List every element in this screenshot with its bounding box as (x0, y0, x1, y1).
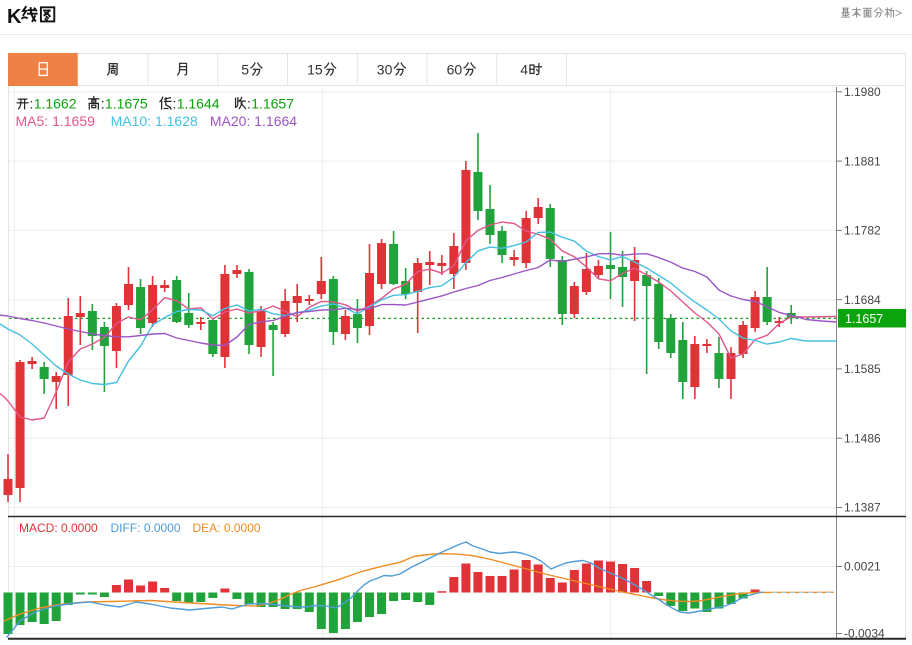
svg-text:15: 15 (307, 62, 323, 78)
svg-text:30: 30 (377, 62, 393, 78)
svg-text:1.1657: 1.1657 (845, 312, 883, 326)
svg-text:1.1662: 1.1662 (34, 96, 77, 112)
svg-text::: : (247, 96, 251, 112)
svg-text:0.0021: 0.0021 (844, 560, 881, 574)
svg-text:1.1881: 1.1881 (844, 154, 881, 168)
svg-text::: : (101, 96, 105, 112)
svg-text:1.1684: 1.1684 (844, 293, 881, 307)
svg-text:MACD: 0.0000: MACD: 0.0000 (19, 521, 98, 535)
svg-text:1.1387: 1.1387 (844, 501, 881, 515)
svg-text:1.1644: 1.1644 (177, 96, 220, 112)
svg-text::: : (30, 96, 34, 112)
svg-text:K: K (7, 6, 22, 28)
svg-text:1.1657: 1.1657 (251, 96, 294, 112)
svg-text:1.1486: 1.1486 (844, 431, 881, 445)
svg-text:-0.0034: -0.0034 (844, 627, 885, 641)
svg-text:DEA: 0.0000: DEA: 0.0000 (193, 521, 261, 535)
svg-text:1.1782: 1.1782 (844, 224, 881, 238)
svg-text:MA5: 1.1659: MA5: 1.1659 (16, 113, 96, 129)
svg-text:MA20: 1.1664: MA20: 1.1664 (210, 113, 297, 129)
svg-text:1.1585: 1.1585 (844, 362, 881, 376)
svg-text:>: > (895, 6, 902, 20)
svg-text:1.1980: 1.1980 (844, 85, 881, 99)
svg-text::: : (173, 96, 177, 112)
svg-text:4: 4 (520, 62, 528, 78)
svg-text:MA10: 1.1628: MA10: 1.1628 (111, 113, 198, 129)
svg-text:60: 60 (447, 62, 463, 78)
svg-text:5: 5 (241, 62, 249, 78)
svg-text:1.1675: 1.1675 (105, 96, 148, 112)
svg-text:DIFF: 0.0000: DIFF: 0.0000 (111, 521, 181, 535)
